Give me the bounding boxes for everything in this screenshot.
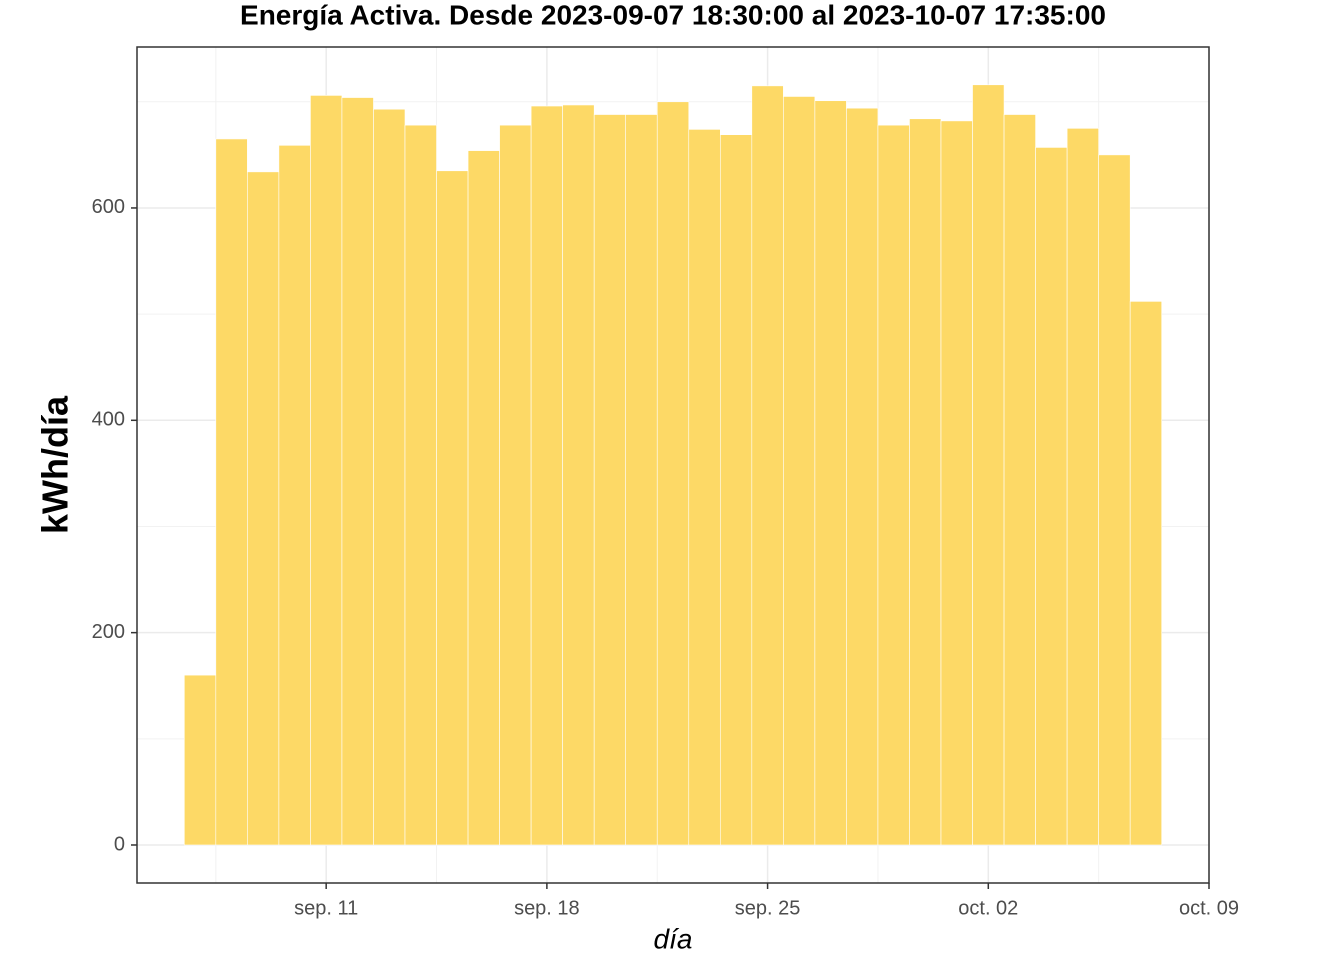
bar [783, 96, 816, 846]
x-axis-label: día [654, 923, 693, 954]
bar [1003, 114, 1036, 846]
bar [1066, 128, 1099, 846]
y-axis-label: kWh/día [35, 395, 76, 534]
y-tick-label: 600 [92, 196, 125, 218]
bar [656, 101, 690, 846]
bar [404, 124, 437, 846]
y-tick-label: 200 [92, 621, 125, 643]
bar [940, 120, 973, 846]
bar [1098, 154, 1131, 846]
plot-border [136, 46, 1210, 884]
x-tick-label: oct. 09 [1179, 897, 1239, 919]
bar [373, 108, 406, 846]
bar [909, 118, 942, 846]
x-tick-label: oct. 02 [958, 897, 1018, 919]
bar [562, 104, 595, 846]
bar [1035, 147, 1068, 846]
bar [278, 145, 311, 846]
bar [625, 114, 658, 846]
bar [467, 150, 500, 846]
bar [593, 114, 627, 846]
x-tick-label: sep. 25 [735, 897, 801, 919]
bar [1129, 301, 1163, 846]
bar [310, 95, 343, 846]
bar [436, 170, 469, 846]
bar [499, 124, 532, 846]
bar [877, 124, 910, 846]
bar [688, 129, 721, 846]
bar [183, 674, 217, 846]
bar [247, 171, 280, 846]
bar [215, 138, 248, 846]
bar [719, 134, 753, 846]
y-tick-label: 400 [92, 409, 125, 431]
bar [846, 107, 879, 846]
bar [972, 84, 1005, 846]
bar [751, 85, 784, 846]
bar [814, 100, 847, 846]
bar [530, 105, 563, 846]
x-tick-label: sep. 11 [294, 897, 358, 919]
x-tick-label: sep. 18 [514, 897, 580, 919]
chart-title: Energía Activa. Desde 2023-09-07 18:30:0… [240, 0, 1106, 30]
y-tick-label: 0 [114, 833, 125, 855]
bar [341, 97, 374, 846]
